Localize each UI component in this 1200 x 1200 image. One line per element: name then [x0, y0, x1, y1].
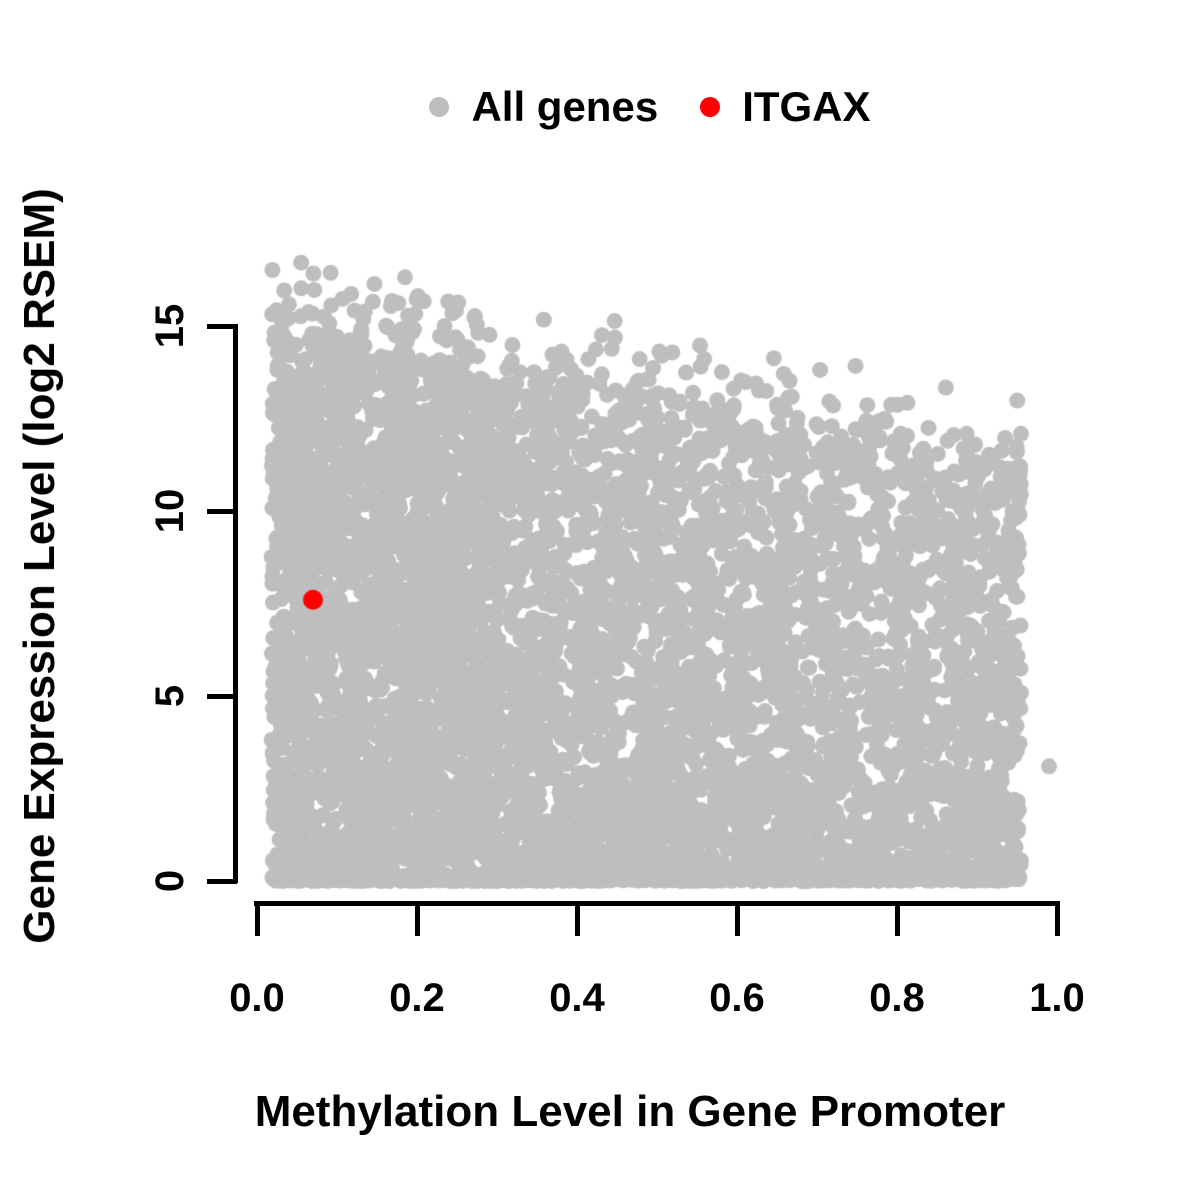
x-axis-line	[254, 901, 1060, 906]
y-tick-mark	[207, 509, 237, 514]
legend: All genes ITGAX	[50, 86, 1200, 128]
legend-item-itgax: ITGAX	[700, 83, 871, 130]
y-tick-mark	[207, 879, 237, 884]
y-axis-line	[233, 324, 238, 883]
legend-label-all-genes: All genes	[471, 83, 659, 130]
x-tick-label: 0.2	[389, 976, 445, 1020]
x-tick-mark	[895, 906, 900, 936]
y-tick-mark	[207, 324, 237, 329]
y-tick-label: 0	[148, 869, 192, 893]
y-tick-label: 10	[148, 488, 192, 534]
legend-marker-itgax-icon	[700, 97, 721, 117]
x-tick-mark	[735, 906, 740, 936]
y-axis-title: Gene Expression Level (log2 RSEM)	[15, 188, 64, 944]
x-tick-label: 0.8	[869, 976, 925, 1020]
legend-item-all-genes: All genes	[429, 86, 658, 128]
x-tick-label: 0.4	[549, 976, 605, 1020]
y-tick-mark	[207, 694, 237, 699]
x-tick-label: 0.0	[229, 976, 285, 1020]
x-tick-label: 1.0	[1029, 976, 1085, 1020]
x-tick-mark	[1055, 906, 1060, 936]
x-axis-title: Methylation Level in Gene Promoter	[254, 1087, 1006, 1136]
y-tick-label: 15	[148, 303, 192, 349]
y-tick-label: 5	[148, 684, 192, 708]
x-tick-mark	[415, 906, 420, 936]
legend-marker-all-genes-icon	[429, 97, 450, 117]
legend-label-itgax: ITGAX	[742, 83, 871, 130]
x-tick-label: 0.6	[709, 976, 765, 1020]
x-tick-mark	[575, 906, 580, 936]
x-tick-mark	[255, 906, 260, 936]
